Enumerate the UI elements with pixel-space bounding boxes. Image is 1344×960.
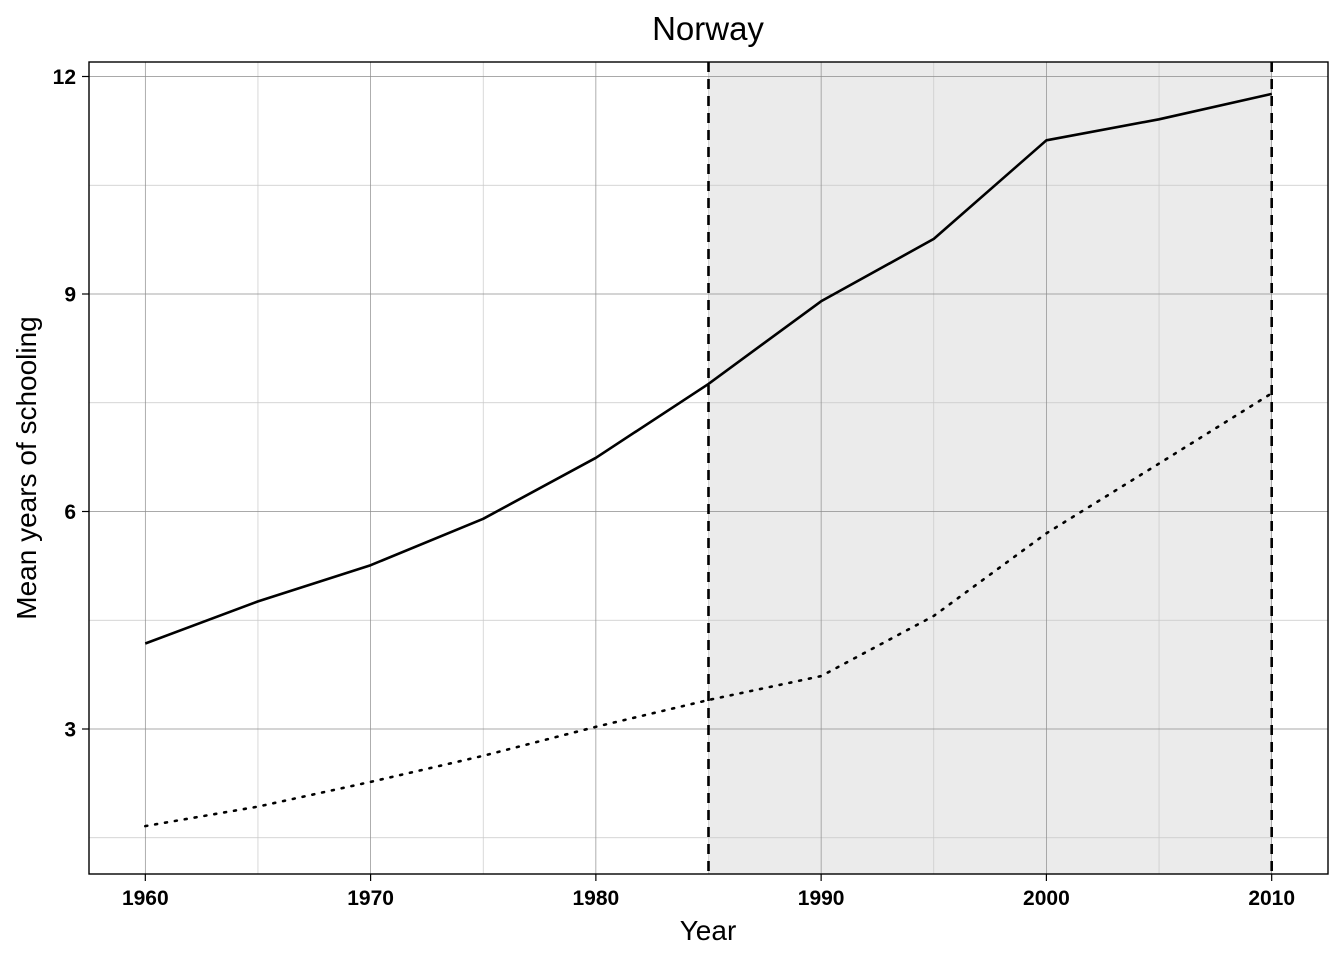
series-line-solid: [144, 92, 1272, 645]
y-tick-label: 6: [64, 501, 76, 524]
y-tick-label: 12: [53, 66, 76, 89]
x-axis-title: Year: [680, 915, 737, 946]
panel-border: [88, 61, 1329, 875]
chart-title: Norway: [652, 10, 764, 47]
shaded-region: [708, 62, 1272, 874]
x-tick-label: 1960: [122, 887, 169, 910]
x-tick-label: 1980: [573, 887, 620, 910]
x-tick-label: 1990: [798, 887, 845, 910]
plot-panel: [88, 61, 1329, 875]
x-tick-label: 2000: [1023, 887, 1070, 910]
y-tick-label: 9: [64, 284, 76, 307]
y-tick-label: 3: [64, 719, 76, 742]
x-axis: 1960 1970 1980 1990 2000 2010: [122, 874, 1295, 910]
y-axis: 3 6 9 12: [53, 66, 89, 742]
y-axis-title: Mean years of schooling: [11, 316, 42, 620]
series-line-dotted: [144, 391, 1273, 828]
x-tick-label: 1970: [347, 887, 394, 910]
x-tick-label: 2010: [1248, 887, 1295, 910]
